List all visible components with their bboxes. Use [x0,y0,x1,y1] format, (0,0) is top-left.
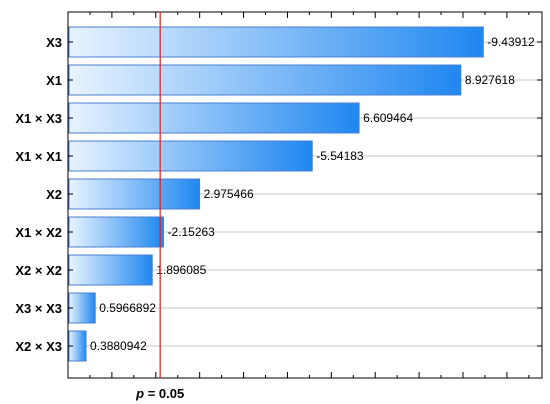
category-label: X2 × X3 [15,339,62,354]
value-label: 1.896085 [156,263,206,277]
value-label: -9.43912 [487,35,535,49]
axis-ticks [67,12,542,378]
value-label: 8.927618 [465,73,515,87]
value-label: 2.975466 [204,187,254,201]
category-label: X3 × X3 [15,301,62,316]
category-label: X2 [46,187,62,202]
reference-label-value: = 0.05 [144,386,184,401]
category-label: X1 × X2 [15,225,62,240]
value-label: 0.5966892 [99,301,156,315]
value-label: -2.15263 [167,225,215,239]
category-label: X1 [46,73,62,88]
bar [68,26,484,58]
bar [68,254,153,286]
value-label: 6.609464 [363,111,413,125]
reference-line-label: p = 0.05 [135,386,184,401]
bar [68,216,164,248]
category-label: X2 × X2 [15,263,62,278]
category-labels: X3 X1 X1 × X3 X1 × X1 X2 X1 × X2 X2 × X2 X3 × X… [15,35,62,354]
bar [68,178,201,210]
bar [68,102,360,134]
category-label: X1 × X3 [15,111,62,126]
bar [68,140,313,172]
value-labels: -9.43912 8.927618 6.609464 -5.54183 2.975466… [90,35,535,353]
bar [68,64,462,96]
value-label: 0.3880942 [90,339,147,353]
category-label: X3 [46,35,62,50]
value-label: -5.54183 [316,149,364,163]
category-label: X1 × X1 [15,149,62,164]
reference-label-p: p [135,386,144,401]
bars-group [68,26,484,362]
